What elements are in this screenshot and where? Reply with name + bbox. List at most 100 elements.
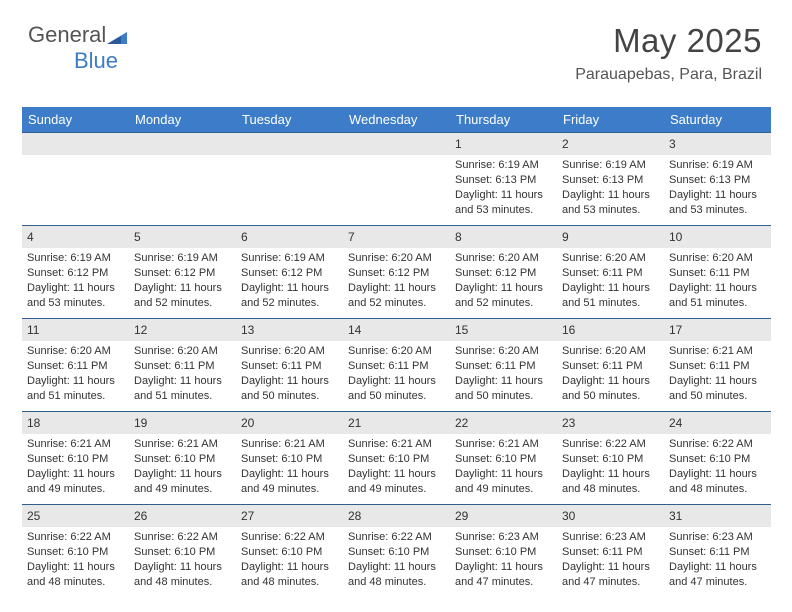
day-number [236, 132, 343, 155]
day-cell: 11Sunrise: 6:20 AMSunset: 6:11 PMDayligh… [22, 318, 129, 411]
daylight-text: Daylight: 11 hours and 52 minutes. [134, 281, 231, 311]
daylight-text: Daylight: 11 hours and 51 minutes. [134, 374, 231, 404]
header: May 2025 Parauapebas, Para, Brazil [575, 22, 762, 84]
day-body: Sunrise: 6:20 AMSunset: 6:12 PMDaylight:… [343, 248, 450, 314]
daylight-text: Daylight: 11 hours and 49 minutes. [455, 467, 552, 497]
sunset-text: Sunset: 6:10 PM [134, 452, 231, 467]
day-body: Sunrise: 6:21 AMSunset: 6:11 PMDaylight:… [664, 341, 771, 407]
daylight-text: Daylight: 11 hours and 49 minutes. [241, 467, 338, 497]
daylight-text: Daylight: 11 hours and 52 minutes. [455, 281, 552, 311]
sunrise-text: Sunrise: 6:21 AM [348, 437, 445, 452]
week-row: 25Sunrise: 6:22 AMSunset: 6:10 PMDayligh… [22, 504, 771, 597]
day-cell: 25Sunrise: 6:22 AMSunset: 6:10 PMDayligh… [22, 504, 129, 597]
day-number [129, 132, 236, 155]
day-number: 19 [129, 411, 236, 434]
day-body: Sunrise: 6:19 AMSunset: 6:13 PMDaylight:… [450, 155, 557, 221]
daylight-text: Daylight: 11 hours and 52 minutes. [241, 281, 338, 311]
day-number: 12 [129, 318, 236, 341]
location: Parauapebas, Para, Brazil [575, 66, 762, 84]
sunset-text: Sunset: 6:10 PM [455, 452, 552, 467]
day-cell [343, 132, 450, 225]
day-body: Sunrise: 6:20 AMSunset: 6:11 PMDaylight:… [557, 248, 664, 314]
day-number [343, 132, 450, 155]
daylight-text: Daylight: 11 hours and 47 minutes. [669, 560, 766, 590]
sunset-text: Sunset: 6:10 PM [562, 452, 659, 467]
sunset-text: Sunset: 6:10 PM [348, 452, 445, 467]
sunset-text: Sunset: 6:12 PM [455, 266, 552, 281]
day-body: Sunrise: 6:23 AMSunset: 6:10 PMDaylight:… [450, 527, 557, 593]
sunset-text: Sunset: 6:12 PM [241, 266, 338, 281]
sunrise-text: Sunrise: 6:22 AM [348, 530, 445, 545]
day-cell: 15Sunrise: 6:20 AMSunset: 6:11 PMDayligh… [450, 318, 557, 411]
day-number: 13 [236, 318, 343, 341]
logo-text-2: Blue [74, 48, 118, 73]
day-number: 8 [450, 225, 557, 248]
day-cell: 16Sunrise: 6:20 AMSunset: 6:11 PMDayligh… [557, 318, 664, 411]
daylight-text: Daylight: 11 hours and 51 minutes. [669, 281, 766, 311]
sunset-text: Sunset: 6:13 PM [455, 173, 552, 188]
day-body: Sunrise: 6:20 AMSunset: 6:12 PMDaylight:… [450, 248, 557, 314]
day-number: 11 [22, 318, 129, 341]
daylight-text: Daylight: 11 hours and 48 minutes. [134, 560, 231, 590]
daylight-text: Daylight: 11 hours and 50 minutes. [241, 374, 338, 404]
sunrise-text: Sunrise: 6:23 AM [562, 530, 659, 545]
day-cell: 7Sunrise: 6:20 AMSunset: 6:12 PMDaylight… [343, 225, 450, 318]
col-friday: Friday [557, 107, 664, 132]
day-body: Sunrise: 6:21 AMSunset: 6:10 PMDaylight:… [343, 434, 450, 500]
sunrise-text: Sunrise: 6:21 AM [455, 437, 552, 452]
day-body: Sunrise: 6:22 AMSunset: 6:10 PMDaylight:… [129, 527, 236, 593]
day-number: 27 [236, 504, 343, 527]
col-thursday: Thursday [450, 107, 557, 132]
daylight-text: Daylight: 11 hours and 47 minutes. [455, 560, 552, 590]
col-wednesday: Wednesday [343, 107, 450, 132]
day-cell: 22 Sunrise: 6:21 AMSunset: 6:10 PMDayligh… [450, 411, 557, 504]
sunset-text: Sunset: 6:11 PM [669, 266, 766, 281]
month-title: May 2025 [575, 22, 762, 60]
col-monday: Monday [129, 107, 236, 132]
sunrise-text: Sunrise: 6:22 AM [562, 437, 659, 452]
day-number: 22 [450, 411, 557, 434]
day-cell: 2Sunrise: 6:19 AMSunset: 6:13 PMDaylight… [557, 132, 664, 225]
daylight-text: Daylight: 11 hours and 49 minutes. [348, 467, 445, 497]
sunset-text: Sunset: 6:11 PM [27, 359, 124, 374]
sunrise-text: Sunrise: 6:20 AM [27, 344, 124, 359]
day-cell: 5Sunrise: 6:19 AMSunset: 6:12 PMDaylight… [129, 225, 236, 318]
daylight-text: Daylight: 11 hours and 53 minutes. [27, 281, 124, 311]
daylight-text: Daylight: 11 hours and 53 minutes. [669, 188, 766, 218]
sunset-text: Sunset: 6:10 PM [241, 452, 338, 467]
daylight-text: Daylight: 11 hours and 49 minutes. [27, 467, 124, 497]
sunrise-text: Sunrise: 6:20 AM [455, 251, 552, 266]
header-row: Sunday Monday Tuesday Wednesday Thursday… [22, 107, 771, 132]
day-number: 16 [557, 318, 664, 341]
day-cell [22, 132, 129, 225]
day-body: Sunrise: 6:19 AMSunset: 6:13 PMDaylight:… [557, 155, 664, 221]
day-number: 14 [343, 318, 450, 341]
day-cell: 21Sunrise: 6:21 AMSunset: 6:10 PMDayligh… [343, 411, 450, 504]
day-number: 24 [664, 411, 771, 434]
sunrise-text: Sunrise: 6:21 AM [669, 344, 766, 359]
sunset-text: Sunset: 6:11 PM [669, 359, 766, 374]
day-number [22, 132, 129, 155]
day-number: 1 [450, 132, 557, 155]
sunset-text: Sunset: 6:10 PM [241, 545, 338, 560]
sunrise-text: Sunrise: 6:19 AM [562, 158, 659, 173]
sunrise-text: Sunrise: 6:20 AM [669, 251, 766, 266]
sunset-text: Sunset: 6:11 PM [241, 359, 338, 374]
day-body: Sunrise: 6:22 AMSunset: 6:10 PMDaylight:… [557, 434, 664, 500]
day-cell: 24Sunrise: 6:22 AMSunset: 6:10 PMDayligh… [664, 411, 771, 504]
day-number: 17 [664, 318, 771, 341]
day-body: Sunrise: 6:20 AMSunset: 6:11 PMDaylight:… [129, 341, 236, 407]
daylight-text: Daylight: 11 hours and 48 minutes. [27, 560, 124, 590]
sunset-text: Sunset: 6:10 PM [27, 452, 124, 467]
daylight-text: Daylight: 11 hours and 51 minutes. [562, 281, 659, 311]
col-tuesday: Tuesday [236, 107, 343, 132]
daylight-text: Daylight: 11 hours and 53 minutes. [562, 188, 659, 218]
sunrise-text: Sunrise: 6:22 AM [27, 530, 124, 545]
day-body: Sunrise: 6:20 AMSunset: 6:11 PMDaylight:… [450, 341, 557, 407]
day-body: Sunrise: 6:22 AMSunset: 6:10 PMDaylight:… [22, 527, 129, 593]
day-cell [236, 132, 343, 225]
day-number: 9 [557, 225, 664, 248]
day-cell: 3Sunrise: 6:19 AMSunset: 6:13 PMDaylight… [664, 132, 771, 225]
col-saturday: Saturday [664, 107, 771, 132]
sunset-text: Sunset: 6:11 PM [348, 359, 445, 374]
